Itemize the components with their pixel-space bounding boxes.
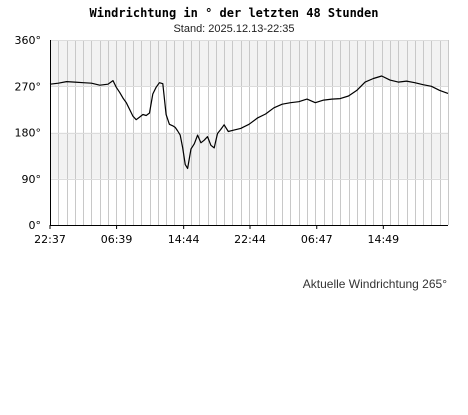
series-layer bbox=[49, 75, 449, 170]
wind-direction-line bbox=[49, 75, 449, 170]
y-tick-labels: 360° 270° 180° 90° 0° bbox=[15, 34, 42, 232]
x-tick-label: 06:39 bbox=[101, 233, 133, 246]
x-tick-label: 14:49 bbox=[367, 233, 399, 246]
y-tick-label: 360° bbox=[15, 34, 42, 47]
x-tick-labels: 22:37 06:39 14:44 22:44 06:47 14:49 bbox=[34, 225, 399, 246]
y-tick-label: 90° bbox=[22, 173, 42, 186]
chart-subtitle: Stand: 2025.12.13-22:35 bbox=[173, 23, 294, 35]
vertical-gridlines bbox=[50, 40, 449, 225]
x-tick-label: 22:37 bbox=[34, 233, 66, 246]
x-tick-label: 22:44 bbox=[234, 233, 266, 246]
y-tick-label: 180° bbox=[15, 127, 42, 140]
x-tick-label: 14:44 bbox=[168, 233, 200, 246]
current-wind-direction-label: Aktuelle Windrichtung 265° bbox=[303, 277, 447, 291]
y-tick-label: 270° bbox=[15, 80, 42, 93]
x-tick-label: 06:47 bbox=[301, 233, 333, 246]
y-tick-label: 0° bbox=[29, 219, 42, 232]
chart-title: Windrichtung in ° der letzten 48 Stunden bbox=[90, 6, 379, 20]
